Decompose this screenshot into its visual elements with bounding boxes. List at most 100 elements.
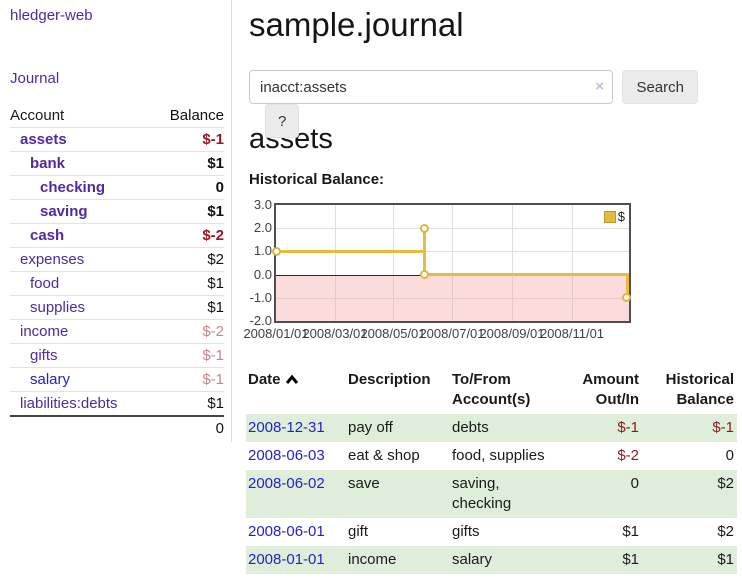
- transaction-date-link[interactable]: 2008-12-31: [248, 419, 325, 436]
- data-point-marker: [420, 270, 429, 279]
- accounts-header-balance: Balance: [169, 107, 224, 124]
- account-balance: $2: [207, 251, 224, 268]
- sort-ascending-icon: [285, 371, 299, 391]
- transaction-amount: $1: [570, 546, 642, 574]
- gridline: [276, 228, 629, 229]
- data-point-marker: [622, 293, 631, 302]
- transaction-date-link[interactable]: 2008-06-02: [248, 475, 325, 492]
- negative-region: [276, 275, 629, 321]
- account-balance: 0: [215, 179, 224, 196]
- transaction-description: gift: [348, 523, 369, 540]
- search-input[interactable]: [249, 70, 613, 104]
- transaction-row: 2008-06-01 gift gifts $1 $2: [246, 518, 737, 546]
- legend-label: $: [617, 209, 625, 224]
- transaction-balance: $2: [717, 523, 734, 540]
- transaction-amount: $-1: [570, 414, 642, 442]
- account-balance: $-1: [202, 131, 224, 148]
- search-button[interactable]: Search: [622, 70, 698, 104]
- transaction-date-link[interactable]: 2008-01-01: [248, 551, 325, 568]
- sidebar: hledger-web Journal Account Balance asse…: [0, 0, 232, 442]
- transaction-description: save: [346, 470, 450, 518]
- transaction-balance: 0: [725, 447, 734, 464]
- y-tick: -2.0: [249, 313, 272, 328]
- column-header-amount: Amount Out/In: [582, 371, 639, 408]
- account-row: gifts $-1: [10, 343, 224, 368]
- gridline: [393, 205, 394, 321]
- y-tick: 2.0: [253, 220, 272, 235]
- account-link-salary[interactable]: salary: [30, 371, 71, 388]
- transaction-accounts: debts: [450, 414, 570, 442]
- series-line: [423, 273, 629, 276]
- gridline: [512, 205, 513, 321]
- account-balance: $1: [207, 203, 224, 220]
- account-row: assets $-1: [10, 127, 224, 152]
- account-link-supplies[interactable]: supplies: [30, 299, 86, 316]
- transaction-row: 2008-12-31 pay off debts $-1 $-1: [246, 414, 737, 442]
- transaction-description: pay off: [346, 414, 450, 442]
- column-header-date[interactable]: Date: [246, 368, 346, 414]
- account-link-saving[interactable]: saving: [40, 203, 88, 220]
- transaction-description: income: [346, 546, 450, 574]
- account-row: bank $1: [10, 151, 224, 176]
- account-link-gifts[interactable]: gifts: [30, 347, 58, 364]
- clear-search-icon[interactable]: ×: [595, 78, 604, 95]
- account-link-bank[interactable]: bank: [30, 155, 66, 172]
- column-header-balance: Historical Balance: [665, 371, 734, 408]
- brand-link[interactable]: hledger-web: [10, 7, 93, 24]
- account-row: saving $1: [10, 199, 224, 224]
- column-header-accounts: To/From Account(s): [452, 371, 531, 408]
- gridline: [452, 205, 453, 321]
- gridline: [572, 205, 573, 321]
- transaction-amount: $-2: [617, 447, 639, 464]
- gridline: [335, 205, 336, 321]
- data-point-marker: [272, 247, 281, 256]
- transaction-accounts: salary: [450, 546, 570, 574]
- account-link-food[interactable]: food: [30, 275, 60, 292]
- account-balance: $1: [207, 395, 224, 412]
- series-line: [626, 273, 629, 300]
- account-link-assets[interactable]: assets: [20, 131, 67, 148]
- transaction-balance: $2: [642, 470, 737, 518]
- accounts-header-account: Account: [10, 107, 65, 124]
- transaction-amount: 0: [570, 470, 642, 518]
- accounts-total: 0: [215, 420, 224, 437]
- y-tick: -1.0: [249, 290, 272, 305]
- transactions-table: Date Description To/From Account(s) Amou…: [246, 368, 737, 574]
- chart-title: Historical Balance:: [249, 171, 385, 188]
- account-balance: $-2: [202, 227, 224, 244]
- account-row: supplies $1: [10, 295, 224, 320]
- account-balance: $1: [207, 299, 224, 316]
- account-link-liabilities-debts[interactable]: liabilities:debts: [20, 395, 118, 412]
- x-tick: 2008/03/01: [302, 326, 368, 341]
- accounts-total-row: 0: [10, 416, 224, 440]
- account-link-checking[interactable]: checking: [40, 179, 106, 196]
- series-line: [423, 227, 426, 277]
- account-balance: $1: [207, 155, 224, 172]
- account-link-cash[interactable]: cash: [30, 227, 65, 244]
- x-tick: 2008/09/01: [479, 326, 545, 341]
- historical-balance-chart: 3.0 2.0 1.0 0.0 -1.0 -2.0: [243, 198, 740, 347]
- transaction-date-link[interactable]: 2008-06-01: [248, 523, 325, 540]
- help-button[interactable]: ?: [265, 104, 300, 138]
- chart-legend: $: [603, 209, 625, 224]
- account-row: cash $-2: [10, 223, 224, 248]
- gridline: [276, 251, 629, 252]
- y-tick: 3.0: [253, 197, 272, 212]
- transaction-date-link[interactable]: 2008-06-03: [248, 447, 325, 464]
- data-point-marker: [420, 224, 429, 233]
- account-link-income[interactable]: income: [20, 323, 69, 340]
- account-link-expenses[interactable]: expenses: [20, 251, 85, 268]
- transaction-balance: $1: [642, 546, 737, 574]
- column-header-description: Description: [348, 371, 431, 388]
- gridline: [276, 298, 629, 299]
- page-title: sample.journal: [249, 6, 464, 43]
- sidebar-item-journal[interactable]: Journal: [10, 70, 60, 87]
- account-row: expenses $2: [10, 247, 224, 272]
- transaction-accounts: saving, checking: [450, 470, 570, 518]
- account-title: assets: [249, 123, 333, 155]
- y-tick: 0.0: [253, 267, 272, 282]
- transaction-balance: $-1: [642, 414, 737, 442]
- main-content: sample.journal × Search ? assets Histori…: [243, 0, 740, 574]
- search-form: × Search ?: [249, 70, 740, 138]
- account-row: income $-2: [10, 319, 224, 344]
